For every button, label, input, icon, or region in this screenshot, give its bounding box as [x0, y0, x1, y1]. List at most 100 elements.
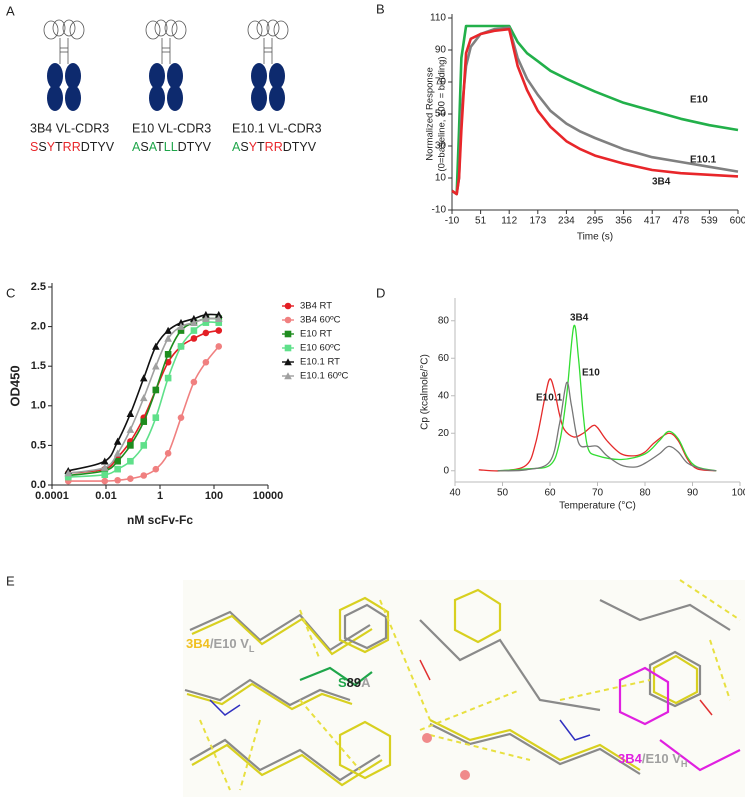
text-segment: 3B4: [618, 751, 643, 766]
marker: [202, 314, 210, 322]
text-segment: H: [681, 759, 688, 769]
antibody-icon: [145, 19, 187, 112]
marker: [164, 374, 172, 382]
marker: [215, 343, 223, 350]
marker: [190, 314, 198, 322]
x-axis-title: Time (s): [577, 232, 613, 243]
marker: [114, 476, 121, 484]
y-tick-label: 90: [435, 45, 447, 56]
marker: [177, 414, 185, 421]
marker: [152, 414, 160, 421]
legend-label: E10 RT: [300, 329, 332, 340]
y-tick-label: 2.5: [31, 281, 46, 293]
marker: [190, 335, 198, 342]
series-line: [451, 24, 739, 196]
x-tick-label: 100: [732, 488, 745, 499]
series-label: E10.1: [536, 393, 563, 404]
panel-label: B: [376, 1, 385, 16]
marker: [177, 322, 185, 330]
marker: [114, 465, 121, 473]
marker: [113, 449, 122, 457]
panel-label: C: [6, 285, 15, 300]
text-segment: S: [30, 140, 38, 154]
series-label: E10: [582, 368, 600, 379]
marker: [101, 477, 109, 485]
y-tick-label: 20: [438, 428, 450, 439]
marker: [139, 394, 148, 402]
x-axis-title: Temperature (°C): [559, 501, 636, 512]
series-label: E10: [690, 95, 708, 106]
marker: [164, 326, 172, 334]
x-tick-label: 295: [587, 216, 604, 227]
marker: [202, 358, 210, 366]
x-tick-label: 40: [449, 488, 461, 499]
text-segment: /E10 V: [642, 751, 681, 766]
marker: [214, 310, 223, 319]
marker: [101, 471, 109, 479]
legend-marker: [284, 344, 292, 352]
y-axis-title: Cp (kcalmole/°C): [420, 354, 431, 430]
cdr3-sequence: ASATLLDTYV: [132, 140, 212, 154]
marker: [202, 310, 210, 319]
antibody-name: E10 VL-CDR3: [132, 121, 211, 135]
marker: [100, 463, 109, 471]
marker: [152, 342, 160, 350]
panel-label: E: [6, 573, 15, 588]
x-tick-label: 70: [592, 488, 604, 499]
x-tick-label: -10: [445, 216, 460, 227]
marker: [114, 457, 121, 465]
marker: [64, 469, 73, 477]
marker: [100, 457, 109, 465]
y-tick-label: 30: [435, 141, 447, 152]
marker: [190, 318, 198, 326]
marker: [190, 327, 198, 334]
y-tick-label: 0.5: [31, 439, 46, 451]
text-segment: Y: [47, 140, 56, 154]
text-segment: T: [55, 140, 63, 154]
y-axis-title: Normalized Response: [425, 67, 436, 160]
structure-image: [183, 579, 745, 797]
series-label: E10.1: [690, 155, 717, 166]
text-segment: L: [249, 644, 255, 654]
text-segment: DTYV: [81, 140, 115, 154]
structure-label: 3B4/E10 VL: [186, 636, 255, 654]
legend-marker: [284, 316, 292, 324]
y-tick-label: 0: [443, 465, 449, 476]
marker: [164, 450, 172, 457]
marker: [140, 472, 148, 479]
y-tick-label: 1.0: [31, 400, 46, 412]
legend-marker: [284, 302, 292, 310]
marker: [127, 475, 134, 482]
x-tick-label: 234: [558, 216, 575, 227]
y-tick-label: 10: [435, 173, 447, 184]
x-tick-label: 173: [529, 216, 546, 227]
y-tick-label: 0.0: [31, 479, 46, 491]
x-tick-label: 112: [501, 216, 517, 227]
x-tick-label: 90: [687, 488, 699, 499]
text-segment: /E10 V: [210, 636, 249, 651]
x-tick-label: 356: [615, 216, 632, 227]
series-label: 3B4: [570, 313, 589, 324]
x-tick-label: 60: [544, 488, 556, 499]
legend-label: E10 60ºC: [300, 343, 341, 354]
x-tick-label: 1: [157, 490, 163, 502]
x-tick-label: 539: [701, 216, 718, 227]
marker: [177, 318, 185, 326]
x-tick-label: 0.0001: [35, 490, 69, 502]
panel-label: A: [6, 3, 15, 18]
structure-label: S89A: [338, 675, 371, 690]
y-axis-title: OD450: [7, 365, 22, 406]
legend-label: E10.1 60ºC: [300, 371, 349, 382]
x-tick-label: 0.01: [95, 490, 116, 502]
marker: [140, 418, 148, 425]
legend-label: 3B4 60ºC: [300, 315, 341, 326]
cdr3-sequence: SSYTRRDTYV: [30, 140, 115, 154]
y-tick-label: 60: [438, 353, 450, 364]
text-segment: DTYV: [178, 140, 212, 154]
series-line: [68, 345, 220, 482]
text-segment: DTYV: [283, 140, 317, 154]
y-tick-label: 70: [435, 77, 447, 88]
text-segment: A: [232, 140, 241, 154]
series-line: [478, 378, 717, 472]
y-tick-label: 1.5: [31, 360, 46, 372]
